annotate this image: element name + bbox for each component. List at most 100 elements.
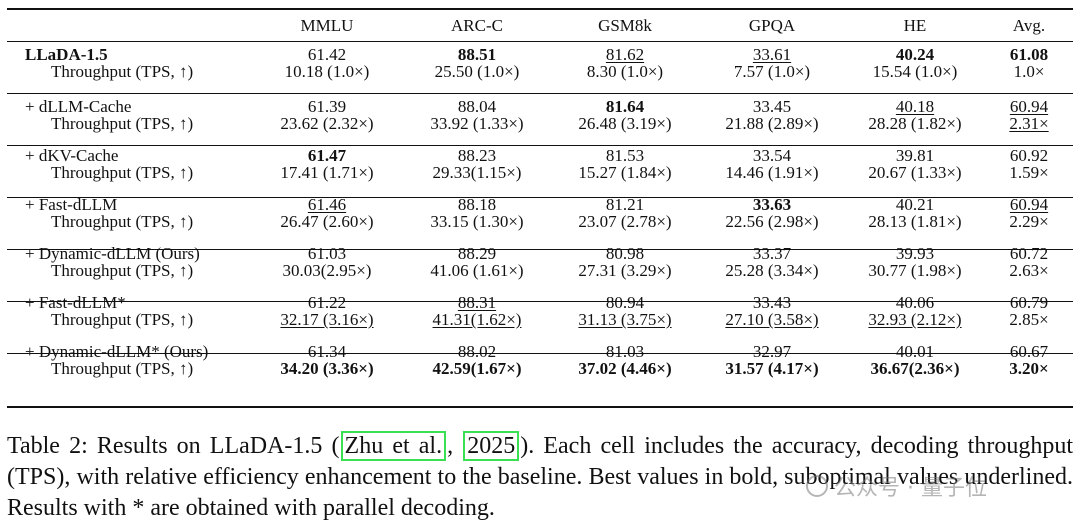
metric-cell: 88.04 33.92 (1.33×) xyxy=(403,92,551,141)
row-separator xyxy=(7,249,1073,250)
accuracy-value: 33.63 xyxy=(752,195,792,214)
header-rule xyxy=(7,41,1073,42)
accuracy-value: 33.43 xyxy=(752,293,792,312)
throughput-label: Throughput (TPS, ↑) xyxy=(51,261,194,280)
accuracy-value: 88.23 xyxy=(457,146,497,165)
method-name: + Dynamic-dLLM* (Ours) xyxy=(25,342,209,361)
throughput-label: Throughput (TPS, ↑) xyxy=(51,359,194,378)
throughput-value: 1.59× xyxy=(1009,163,1049,182)
citation-year-link[interactable]: 2025 xyxy=(463,431,520,461)
metric-cell: 81.62 8.30 (1.0×) xyxy=(551,40,699,92)
metric-cell: 60.92 1.59× xyxy=(985,141,1073,190)
accuracy-value: 40.24 xyxy=(895,45,935,64)
throughput-value: 7.57 (1.0×) xyxy=(733,62,811,81)
watermark: 公众号 · 量子位 xyxy=(806,470,987,502)
method-cell: + Dynamic-dLLM (Ours) Throughput (TPS, ↑) xyxy=(7,239,251,288)
row-separator xyxy=(7,197,1073,198)
throughput-label: Throughput (TPS, ↑) xyxy=(51,212,194,231)
metric-cell: 81.53 15.27 (1.84×) xyxy=(551,141,699,190)
accuracy-value: 33.61 xyxy=(752,45,792,64)
metric-cell: 81.64 26.48 (3.19×) xyxy=(551,92,699,141)
throughput-value: 28.13 (1.81×) xyxy=(868,212,962,231)
table-row: + dKV-Cache Throughput (TPS, ↑) 61.47 17.41… xyxy=(7,141,1073,190)
throughput-value: 15.27 (1.84×) xyxy=(578,163,672,182)
throughput-value: 27.31 (3.29×) xyxy=(578,261,672,280)
throughput-value: 28.28 (1.82×) xyxy=(868,114,962,133)
throughput-value: 20.67 (1.33×) xyxy=(868,163,962,182)
throughput-value: 1.0× xyxy=(1013,62,1045,81)
throughput-value: 10.18 (1.0×) xyxy=(284,62,370,81)
throughput-label: Throughput (TPS, ↑) xyxy=(51,62,194,81)
throughput-value: 23.07 (2.78×) xyxy=(578,212,672,231)
accuracy-value: 61.39 xyxy=(307,97,347,116)
results-table: MMLU ARC-C GSM8k GPQA HE Avg. LLaDA-1.5 T… xyxy=(7,10,1073,386)
accuracy-value: 61.42 xyxy=(307,45,347,64)
table-row: + Dynamic-dLLM (Ours) Throughput (TPS, ↑)… xyxy=(7,239,1073,288)
row-separator xyxy=(7,145,1073,146)
throughput-value: 41.31(1.62×) xyxy=(432,310,522,329)
metric-cell: 60.94 2.31× xyxy=(985,92,1073,141)
metric-cell: 80.98 27.31 (3.29×) xyxy=(551,239,699,288)
row-separator xyxy=(7,301,1073,302)
throughput-value: 36.67(2.36×) xyxy=(870,359,960,378)
throughput-value: 3.20× xyxy=(1009,359,1049,378)
header-avg: Avg. xyxy=(1012,15,1046,35)
table-row: + Fast-dLLM* Throughput (TPS, ↑) 61.22 32.1… xyxy=(7,288,1073,337)
throughput-value: 37.02 (4.46×) xyxy=(578,359,672,378)
metric-cell: 33.63 22.56 (2.98×) xyxy=(699,190,845,239)
throughput-value: 30.77 (1.98×) xyxy=(868,261,962,280)
header-gpqa: GPQA xyxy=(748,15,796,35)
method-cell: + dKV-Cache Throughput (TPS, ↑) xyxy=(7,141,251,190)
method-cell: LLaDA-1.5 Throughput (TPS, ↑) xyxy=(7,40,251,92)
accuracy-value: 61.47 xyxy=(307,146,347,165)
method-name: + dKV-Cache xyxy=(25,146,119,165)
throughput-value: 32.17 (3.16×) xyxy=(280,310,374,329)
metric-cell: 81.03 37.02 (4.46×) xyxy=(551,337,699,386)
throughput-value: 33.92 (1.33×) xyxy=(430,114,524,133)
metric-cell: 40.18 28.28 (1.82×) xyxy=(845,92,985,141)
throughput-value: 22.56 (2.98×) xyxy=(725,212,819,231)
header-gsm8k: GSM8k xyxy=(598,15,652,35)
metric-cell: 60.94 2.29× xyxy=(985,190,1073,239)
accuracy-value: 81.53 xyxy=(605,146,645,165)
throughput-value: 42.59(1.67×) xyxy=(432,359,522,378)
row-separator xyxy=(7,93,1073,94)
throughput-value: 2.85× xyxy=(1009,310,1049,329)
metric-cell: 60.79 2.85× xyxy=(985,288,1073,337)
metric-cell: 88.29 41.06 (1.61×) xyxy=(403,239,551,288)
header-he: HE xyxy=(903,15,927,35)
metric-cell: 80.94 31.13 (3.75×) xyxy=(551,288,699,337)
watermark-text: 公众号 · 量子位 xyxy=(834,476,987,501)
accuracy-value: 60.94 xyxy=(1009,195,1049,214)
accuracy-value: 88.02 xyxy=(457,342,497,361)
throughput-value: 14.46 (1.91×) xyxy=(725,163,819,182)
accuracy-value: 40.01 xyxy=(895,342,935,361)
metric-cell: 88.18 33.15 (1.30×) xyxy=(403,190,551,239)
accuracy-value: 32.97 xyxy=(752,342,792,361)
accuracy-value: 80.94 xyxy=(605,293,645,312)
caption-separator: , xyxy=(447,433,463,459)
top-rule xyxy=(7,8,1073,10)
throughput-value: 30.03(2.95×) xyxy=(282,261,372,280)
accuracy-value: 60.94 xyxy=(1009,97,1049,116)
method-cell: + Fast-dLLM Throughput (TPS, ↑) xyxy=(7,190,251,239)
method-name: + Dynamic-dLLM (Ours) xyxy=(25,244,200,263)
throughput-value: 25.50 (1.0×) xyxy=(434,62,520,81)
throughput-label: Throughput (TPS, ↑) xyxy=(51,114,194,133)
metric-cell: 33.54 14.46 (1.91×) xyxy=(699,141,845,190)
table-row: LLaDA-1.5 Throughput (TPS, ↑) 61.42 10.18 (… xyxy=(7,40,1073,92)
method-cell: + dLLM-Cache Throughput (TPS, ↑) xyxy=(7,92,251,141)
accuracy-value: 81.64 xyxy=(605,97,645,116)
metric-cell: 33.43 27.10 (3.58×) xyxy=(699,288,845,337)
citation-author-link[interactable]: Zhu et al. xyxy=(340,431,447,461)
accuracy-value: 88.51 xyxy=(457,45,497,64)
accuracy-value: 61.46 xyxy=(307,195,347,214)
accuracy-value: 40.21 xyxy=(895,195,935,214)
accuracy-value: 88.04 xyxy=(457,97,497,116)
throughput-value: 29.33(1.15×) xyxy=(432,163,522,182)
method-name: LLaDA-1.5 xyxy=(25,45,108,64)
throughput-value: 2.31× xyxy=(1009,114,1049,133)
metric-cell: 61.03 30.03(2.95×) xyxy=(251,239,403,288)
accuracy-value: 33.54 xyxy=(752,146,792,165)
metric-cell: 88.51 25.50 (1.0×) xyxy=(403,40,551,92)
